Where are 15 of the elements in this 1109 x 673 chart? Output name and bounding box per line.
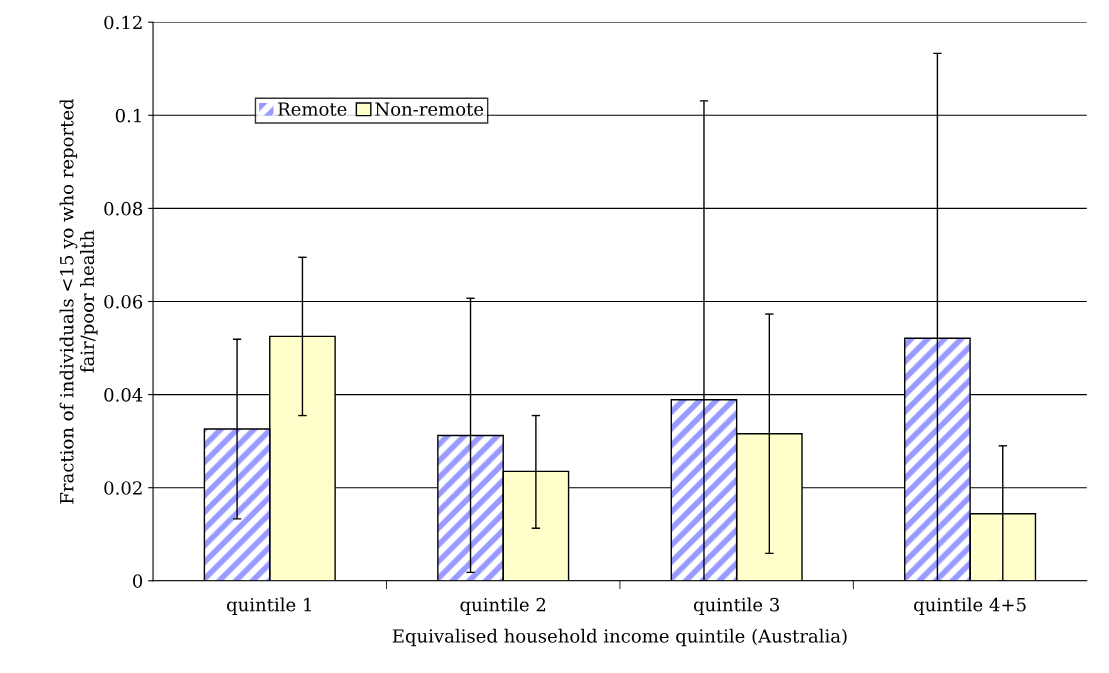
x-tick-label: quintile 3 bbox=[693, 597, 779, 615]
x-axis-title: Equivalised household income quintile (Australia) bbox=[392, 628, 847, 647]
y-tick-label: 0.06 bbox=[104, 294, 143, 309]
x-tick-label: quintile 4+5 bbox=[914, 597, 1026, 615]
y-tick-label: 0.1 bbox=[115, 108, 141, 123]
x-tick-label: quintile 1 bbox=[227, 597, 311, 615]
legend-label: Remote bbox=[278, 102, 347, 116]
y-tick-label: 0 bbox=[133, 574, 143, 588]
y-tick-label: 0.04 bbox=[104, 388, 143, 402]
y-tick-label: 0.12 bbox=[104, 15, 142, 30]
x-tick-label: quintile 2 bbox=[460, 597, 546, 615]
y-axis-title: Fraction of individuals <15 yo who reported fair/poor health bbox=[59, 98, 98, 504]
y-tick-label: 0.02 bbox=[104, 481, 142, 495]
legend-label: Non-remote bbox=[375, 102, 484, 116]
y-tick-label: 0.08 bbox=[104, 201, 143, 216]
